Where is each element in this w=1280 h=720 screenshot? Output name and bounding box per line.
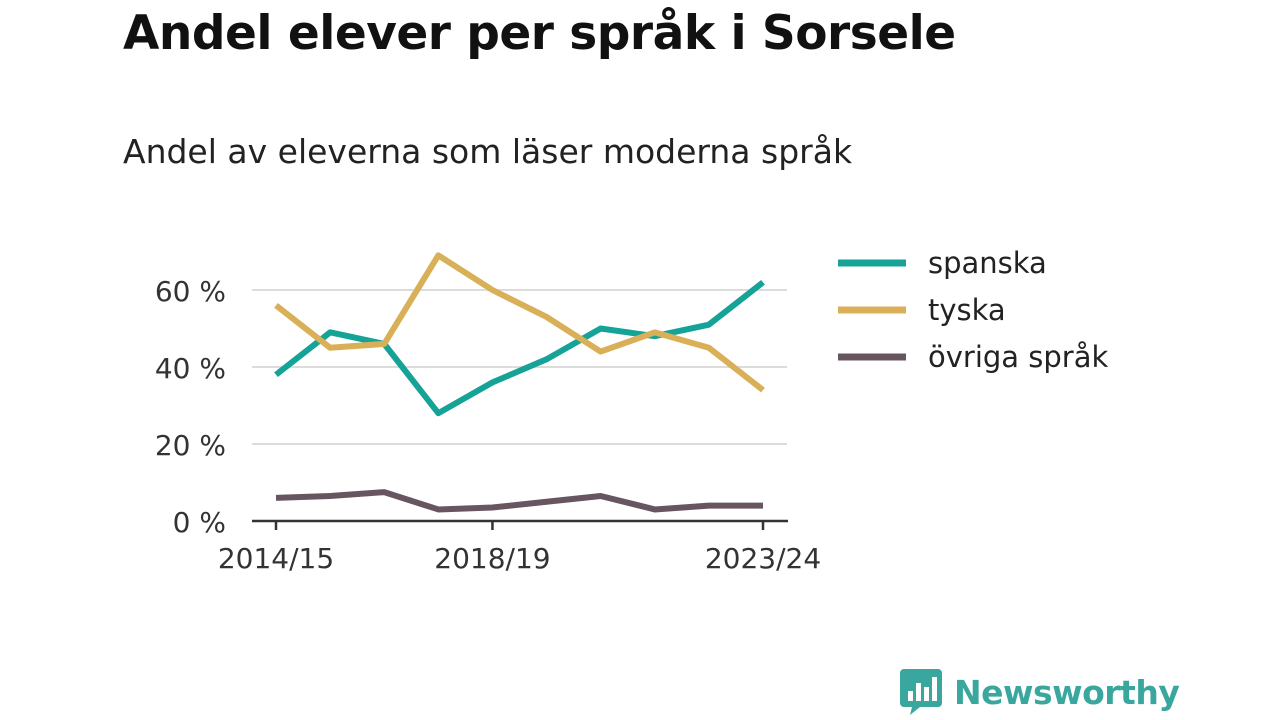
x-tick-label: 2018/19 bbox=[434, 542, 550, 575]
axes bbox=[252, 519, 788, 530]
series-line-1 bbox=[274, 252, 765, 393]
brand-logo: Newsworthy bbox=[900, 669, 1180, 715]
y-axis-tick-labels: 0 % 20 % 40 % 60 % bbox=[155, 275, 226, 539]
line-chart: 0 % 20 % 40 % 60 % 2014/15 2018/19 2023/24 sp… bbox=[155, 246, 1109, 575]
x-tick-label: 2023/24 bbox=[705, 542, 821, 575]
bar-chart-speech-bubble-icon bbox=[900, 669, 942, 715]
series-line-0 bbox=[274, 279, 765, 417]
x-axis-tick-labels: 2014/15 2018/19 2023/24 bbox=[218, 542, 821, 575]
x-tick-label: 2014/15 bbox=[218, 542, 334, 575]
y-tick-label: 40 % bbox=[155, 352, 226, 385]
legend: spanska tyska övriga språk bbox=[838, 246, 1108, 374]
brand-name: Newsworthy bbox=[954, 672, 1180, 712]
grid-lines bbox=[252, 289, 787, 445]
legend-label: övriga språk bbox=[928, 340, 1108, 374]
y-tick-label: 0 % bbox=[173, 506, 226, 539]
legend-label: spanska bbox=[928, 246, 1047, 280]
y-tick-label: 20 % bbox=[155, 429, 226, 462]
series-line-2 bbox=[275, 489, 763, 513]
chart-title: Andel elever per språk i Sorsele bbox=[123, 6, 956, 61]
chart-subtitle: Andel av eleverna som läser moderna språ… bbox=[123, 132, 853, 171]
series-lines bbox=[274, 252, 765, 513]
legend-label: tyska bbox=[928, 293, 1006, 327]
y-tick-label: 60 % bbox=[155, 275, 226, 308]
